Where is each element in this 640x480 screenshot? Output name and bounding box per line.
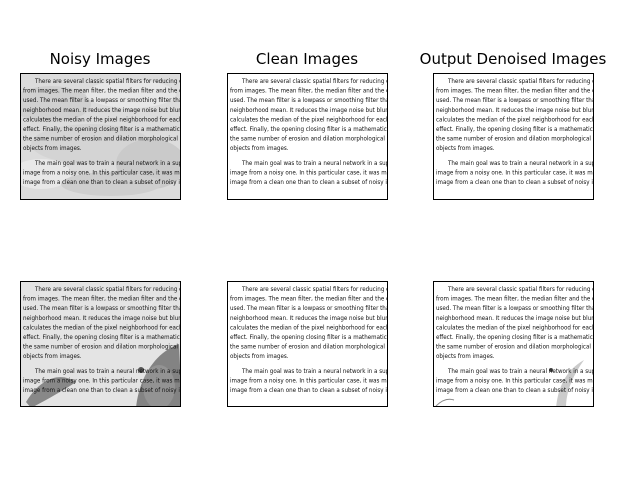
document-text-line: effect. Finally, the opening closing fil… [230, 126, 387, 133]
document-text-line: effect. Finally, the opening closing fil… [436, 126, 593, 133]
document-text-line: the same number of erosion and dilation … [436, 136, 593, 143]
document-text-line: from images. The mean filter, the median… [23, 88, 180, 95]
noisy-image-1: There are several classic spatial filter… [20, 73, 181, 200]
document-text-line: effect. Finally, the opening closing fil… [23, 334, 180, 341]
document-text-line: effect. Finally, the opening closing fil… [436, 334, 593, 341]
document-text-line: image from a noisy one. In this particul… [230, 377, 387, 384]
document-text-line: image from a noisy one. In this particul… [23, 169, 180, 176]
document-text-line: There are several classic spatial filter… [241, 286, 387, 293]
document-text-line: the same number of erosion and dilation … [436, 344, 593, 351]
document-text-line: neighborhood mean. It reduces the image … [230, 315, 387, 322]
document-text-line: neighborhood mean. It reduces the image … [436, 107, 593, 114]
document-text-line: calculates the median of the pixel neigh… [23, 324, 180, 331]
document-text-line: from images. The mean filter, the median… [436, 296, 593, 303]
clean-images-title: Clean Images [255, 50, 359, 68]
document-text-line: calculates the median of the pixel neigh… [230, 324, 387, 331]
document-text-line: used. The mean filter is a lowpass or sm… [23, 97, 180, 104]
document-text-line: The main goal was to train a neural netw… [34, 160, 180, 167]
document-text-line: calculates the median of the pixel neigh… [230, 116, 387, 123]
noisy-image-2: There are several classic spatial filter… [20, 281, 181, 407]
output-denoised-images-title: Output Denoised Images [419, 50, 607, 68]
clean-image-1: There are several classic spatial filter… [227, 73, 388, 200]
document-text-line: objects from images. [230, 353, 289, 360]
document-text-line: the same number of erosion and dilation … [230, 344, 387, 351]
clean-image-2: There are several classic spatial filter… [227, 281, 388, 407]
document-text-line: used. The mean filter is a lowpass or sm… [230, 305, 387, 312]
document-image: There are several classic spatial filter… [434, 74, 593, 199]
document-text-line: image from a noisy one. In this particul… [436, 169, 593, 176]
document-text-line: objects from images. [23, 353, 82, 360]
document-text-line: effect. Finally, the opening closing fil… [23, 126, 180, 133]
document-text-line: from images. The mean filter, the median… [23, 296, 180, 303]
document-image: There are several classic spatial filter… [228, 74, 387, 199]
output-denoised-image-1: There are several classic spatial filter… [433, 73, 594, 200]
document-text-line: the same number of erosion and dilation … [23, 136, 180, 143]
document-text-line: used. The mean filter is a lowpass or sm… [23, 305, 180, 312]
document-image: There are several classic spatial filter… [434, 282, 593, 406]
document-text-line: objects from images. [436, 145, 495, 152]
noisy-images-title: Noisy Images [49, 50, 151, 68]
document-text-line: from images. The mean filter, the median… [436, 88, 593, 95]
document-text-line: neighborhood mean. It reduces the image … [23, 107, 180, 114]
document-text-line: The main goal was to train a neural netw… [34, 368, 180, 375]
document-text-line: calculates the median of the pixel neigh… [436, 324, 593, 331]
document-text-line: There are several classic spatial filter… [34, 78, 180, 85]
document-text-line: calculates the median of the pixel neigh… [23, 116, 180, 123]
document-text-line: from images. The mean filter, the median… [230, 88, 387, 95]
document-text-line: image from a clean one than to clean a s… [436, 179, 593, 186]
document-text-line: image from a noisy one. In this particul… [436, 377, 593, 384]
document-text-line: image from a clean one than to clean a s… [230, 387, 387, 394]
document-text-line: calculates the median of the pixel neigh… [436, 116, 593, 123]
document-image: There are several classic spatial filter… [228, 282, 387, 406]
document-text-line: used. The mean filter is a lowpass or sm… [230, 97, 387, 104]
document-text-line: image from a noisy one. In this particul… [23, 377, 180, 384]
document-text-line: objects from images. [23, 145, 82, 152]
document-text-line: used. The mean filter is a lowpass or sm… [436, 305, 593, 312]
document-text-line: used. The mean filter is a lowpass or sm… [436, 97, 593, 104]
document-text-line: neighborhood mean. It reduces the image … [23, 315, 180, 322]
document-text-line: There are several classic spatial filter… [447, 286, 593, 293]
document-text-line: from images. The mean filter, the median… [230, 296, 387, 303]
document-text-line: objects from images. [230, 145, 289, 152]
document-text-line: effect. Finally, the opening closing fil… [230, 334, 387, 341]
document-image: There are several classic spatial filter… [21, 282, 180, 406]
document-text-line: image from a clean one than to clean a s… [230, 179, 387, 186]
document-text-line: the same number of erosion and dilation … [230, 136, 387, 143]
document-text-line: neighborhood mean. It reduces the image … [230, 107, 387, 114]
document-text-line: image from a clean one than to clean a s… [23, 179, 180, 186]
document-text-line: the same number of erosion and dilation … [23, 344, 180, 351]
document-text-line: The main goal was to train a neural netw… [241, 160, 387, 167]
document-text-line: There are several classic spatial filter… [447, 78, 593, 85]
document-text-line: The main goal was to train a neural netw… [241, 368, 387, 375]
document-text-line: image from a clean one than to clean a s… [23, 387, 180, 394]
document-text-line: There are several classic spatial filter… [241, 78, 387, 85]
document-text-line: objects from images. [436, 353, 495, 360]
output-denoised-image-2: There are several classic spatial filter… [433, 281, 594, 407]
document-text-line: There are several classic spatial filter… [34, 286, 180, 293]
document-text-line: image from a noisy one. In this particul… [230, 169, 387, 176]
document-text-line: The main goal was to train a neural netw… [447, 160, 593, 167]
document-text-line: image from a clean one than to clean a s… [436, 387, 593, 394]
document-text-line: neighborhood mean. It reduces the image … [436, 315, 593, 322]
document-image: There are several classic spatial filter… [21, 74, 180, 199]
document-text-line: The main goal was to train a neural netw… [447, 368, 593, 375]
